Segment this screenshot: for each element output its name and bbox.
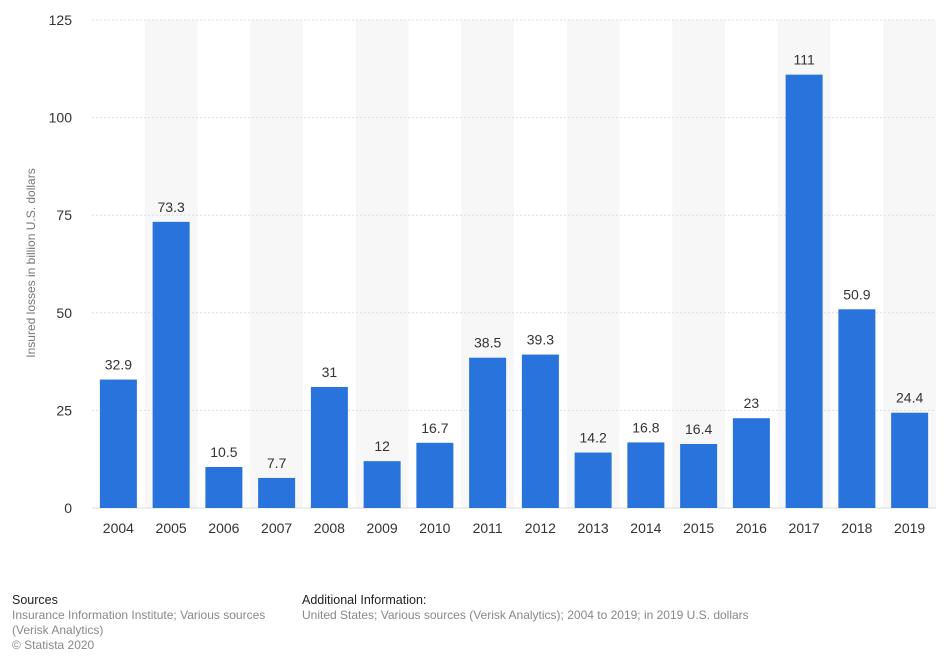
x-tick-label: 2018 xyxy=(841,520,872,536)
additional-info-text: United States; Various sources (Verisk A… xyxy=(302,608,749,622)
bar-chart: 0 25 50 75 100 125 32.9 73.3 10.5 7.7 31 12 16.7 38.… xyxy=(24,12,936,536)
data-label: 16.4 xyxy=(685,421,712,437)
x-axis-ticks: 2004 2005 2006 2007 2008 2009 2010 2011 2012 2013… xyxy=(103,520,926,536)
column-band xyxy=(250,20,303,508)
bar[interactable] xyxy=(258,477,296,508)
bar[interactable] xyxy=(732,418,770,508)
bar[interactable] xyxy=(205,467,243,508)
column-band xyxy=(355,20,409,508)
bar[interactable] xyxy=(785,74,823,508)
x-tick-label: 2008 xyxy=(314,520,345,536)
x-tick-label: 2011 xyxy=(473,520,503,536)
data-labels: 32.9 73.3 10.5 7.7 31 12 16.7 38.5 39.3 14.2 16.8 1… xyxy=(105,52,924,471)
x-tick-label: 2007 xyxy=(261,520,292,536)
sources-heading: Sources xyxy=(12,593,58,607)
copyright-line: © Statista 2020 xyxy=(12,638,95,652)
x-tick-label: 2009 xyxy=(367,520,398,536)
y-tick-label: 25 xyxy=(56,402,72,418)
bar[interactable] xyxy=(152,221,190,509)
y-tick-label: 50 xyxy=(56,305,72,321)
bar[interactable] xyxy=(469,357,507,508)
x-tick-label: 2015 xyxy=(683,520,714,536)
bar[interactable] xyxy=(627,442,665,508)
data-label: 16.8 xyxy=(632,419,659,435)
additional-info-block: Additional Information: United States; V… xyxy=(302,593,922,623)
bar[interactable] xyxy=(416,442,454,508)
y-axis-ticks: 0 25 50 75 100 125 xyxy=(49,12,73,516)
x-tick-label: 2014 xyxy=(630,520,661,536)
bars xyxy=(99,74,929,509)
bar[interactable] xyxy=(838,309,876,508)
sources-block: Sources Insurance Information Institute;… xyxy=(12,593,292,653)
data-label: 10.5 xyxy=(210,444,237,460)
y-tick-label: 0 xyxy=(64,500,72,516)
additional-info-heading: Additional Information: xyxy=(302,593,427,607)
bar[interactable] xyxy=(99,379,137,508)
bar[interactable] xyxy=(363,461,401,508)
column-band xyxy=(566,20,620,508)
x-tick-label: 2016 xyxy=(736,520,767,536)
data-label: 31 xyxy=(322,364,338,380)
data-label: 111 xyxy=(793,52,814,68)
data-label: 12 xyxy=(374,438,390,454)
bar[interactable] xyxy=(891,412,929,508)
bar[interactable] xyxy=(521,354,559,508)
bar[interactable] xyxy=(310,386,348,508)
data-label: 24.4 xyxy=(896,390,923,406)
y-tick-label: 100 xyxy=(49,110,73,126)
data-label: 39.3 xyxy=(527,332,554,348)
sources-line: (Verisk Analytics) xyxy=(12,623,104,637)
x-tick-label: 2010 xyxy=(419,520,450,536)
x-tick-label: 2017 xyxy=(789,520,820,536)
data-label: 14.2 xyxy=(580,430,607,446)
bar[interactable] xyxy=(574,452,612,508)
data-label: 23 xyxy=(744,395,760,411)
x-tick-label: 2013 xyxy=(578,520,609,536)
data-label: 73.3 xyxy=(158,199,185,215)
x-tick-label: 2005 xyxy=(156,520,187,536)
y-tick-label: 125 xyxy=(49,12,73,28)
sources-line: Insurance Information Institute; Various… xyxy=(12,608,266,622)
x-tick-label: 2006 xyxy=(208,520,239,536)
x-tick-label: 2012 xyxy=(525,520,556,536)
data-label: 38.5 xyxy=(474,335,501,351)
data-label: 16.7 xyxy=(421,420,448,436)
x-tick-label: 2019 xyxy=(894,520,925,536)
data-label: 50.9 xyxy=(843,286,870,302)
data-label: 7.7 xyxy=(267,455,287,471)
y-tick-label: 75 xyxy=(56,207,72,223)
bar[interactable] xyxy=(680,443,718,508)
data-label: 32.9 xyxy=(105,357,132,373)
x-tick-label: 2004 xyxy=(103,520,134,536)
y-axis-label: Insured losses in billion U.S. dollars xyxy=(24,168,38,357)
column-band xyxy=(672,20,725,508)
